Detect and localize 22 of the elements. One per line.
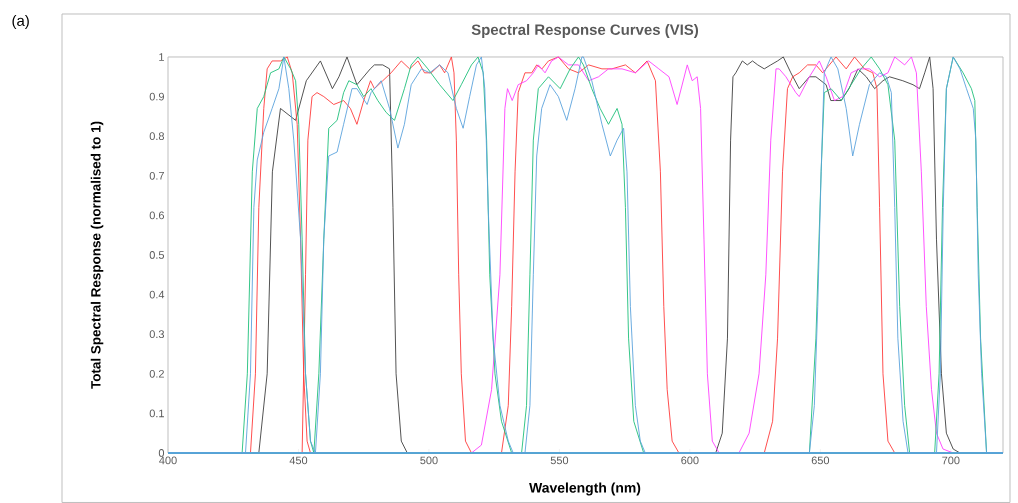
y-axis-title: Total Spectral Response (normalised to 1) bbox=[90, 121, 104, 389]
y-tick-label: 0.5 bbox=[149, 251, 165, 259]
y-tick-label: 0.7 bbox=[149, 171, 164, 180]
chart-title: Spectral Response Curves (VIS) bbox=[471, 24, 699, 38]
x-tick-label: 650 bbox=[811, 456, 830, 465]
x-tick-label: 450 bbox=[289, 456, 308, 465]
x-tick-label: 400 bbox=[159, 456, 177, 465]
text: (a) bbox=[12, 15, 29, 29]
y-tick-label: 0.3 bbox=[149, 330, 165, 339]
x-tick-label: 600 bbox=[681, 456, 699, 465]
y-tick-label: 1 bbox=[159, 53, 164, 61]
y-tick-label: 0.4 bbox=[149, 290, 165, 299]
y-tick-label: 0.8 bbox=[149, 132, 165, 141]
y-tick-label: 0.2 bbox=[149, 369, 164, 378]
y-tick-label: 0.9 bbox=[149, 92, 164, 101]
y-tick-label: 0 bbox=[158, 449, 165, 457]
x-tick-label: 550 bbox=[550, 456, 569, 465]
x-axis-title: Wavelength (nm) bbox=[529, 482, 641, 496]
x-tick-label: 700 bbox=[942, 456, 960, 465]
x-tick-label: 500 bbox=[420, 456, 438, 465]
y-tick-label: 0.6 bbox=[149, 211, 165, 220]
y-tick-label: 0.1 bbox=[149, 409, 164, 418]
